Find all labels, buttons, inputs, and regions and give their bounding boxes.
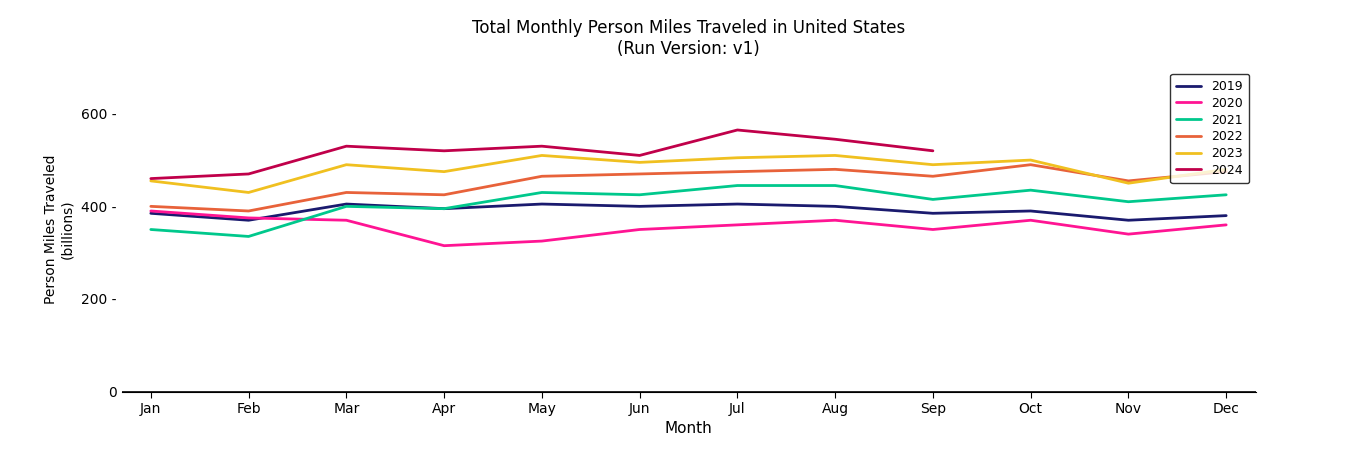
2023 [925,162,941,167]
2023 [632,160,648,165]
2022 [240,208,256,214]
2021 [436,206,452,211]
2024 [339,144,355,149]
2020 [925,227,941,232]
2019 [1120,217,1137,223]
2020 [533,238,549,244]
2020 [828,217,844,223]
2021 [1218,192,1234,198]
2022 [632,171,648,177]
2023 [1022,158,1038,163]
2024 [925,148,941,153]
2022 [143,204,159,209]
2021 [828,183,844,188]
2023 [729,155,745,161]
2021 [925,197,941,202]
2023 [436,169,452,174]
2021 [339,204,355,209]
2022 [828,166,844,172]
2020 [632,227,648,232]
2021 [632,192,648,198]
2019 [436,206,452,211]
2023 [240,190,256,195]
2022 [436,192,452,198]
Legend: 2019, 2020, 2021, 2022, 2023, 2024: 2019, 2020, 2021, 2022, 2023, 2024 [1170,74,1249,183]
2022 [925,174,941,179]
2023 [533,153,549,158]
2021 [533,190,549,195]
Line: 2022: 2022 [151,165,1226,211]
2022 [339,190,355,195]
2020 [436,243,452,248]
2021 [1022,188,1038,193]
2023 [1218,166,1234,172]
2020 [143,208,159,214]
2023 [143,178,159,184]
2020 [1120,231,1137,237]
2021 [143,227,159,232]
Y-axis label: Person Miles Traveled
(billions): Person Miles Traveled (billions) [43,155,74,304]
2019 [632,204,648,209]
2024 [240,171,256,177]
2020 [729,222,745,228]
2019 [1218,213,1234,218]
Line: 2021: 2021 [151,185,1226,236]
2023 [339,162,355,167]
2024 [436,148,452,153]
2019 [925,211,941,216]
2019 [533,201,549,207]
2023 [828,153,844,158]
2022 [1022,162,1038,167]
2022 [533,174,549,179]
2024 [533,144,549,149]
2022 [1120,178,1137,184]
2024 [143,176,159,181]
2022 [1218,169,1234,174]
2020 [1218,222,1234,228]
Title: Total Monthly Person Miles Traveled in United States
(Run Version: v1): Total Monthly Person Miles Traveled in U… [472,19,904,58]
2020 [1022,217,1038,223]
2021 [240,234,256,239]
2019 [828,204,844,209]
2024 [632,153,648,158]
2019 [240,217,256,223]
2019 [729,201,745,207]
2024 [729,127,745,133]
2020 [339,217,355,223]
2019 [1022,208,1038,214]
Line: 2024: 2024 [151,130,933,179]
Line: 2023: 2023 [151,155,1226,193]
2021 [1120,199,1137,204]
Line: 2019: 2019 [151,204,1226,220]
2024 [828,136,844,142]
2019 [143,211,159,216]
2020 [240,215,256,220]
X-axis label: Month: Month [664,422,713,436]
2023 [1120,180,1137,186]
2022 [729,169,745,174]
Line: 2020: 2020 [151,211,1226,246]
2021 [729,183,745,188]
2019 [339,201,355,207]
